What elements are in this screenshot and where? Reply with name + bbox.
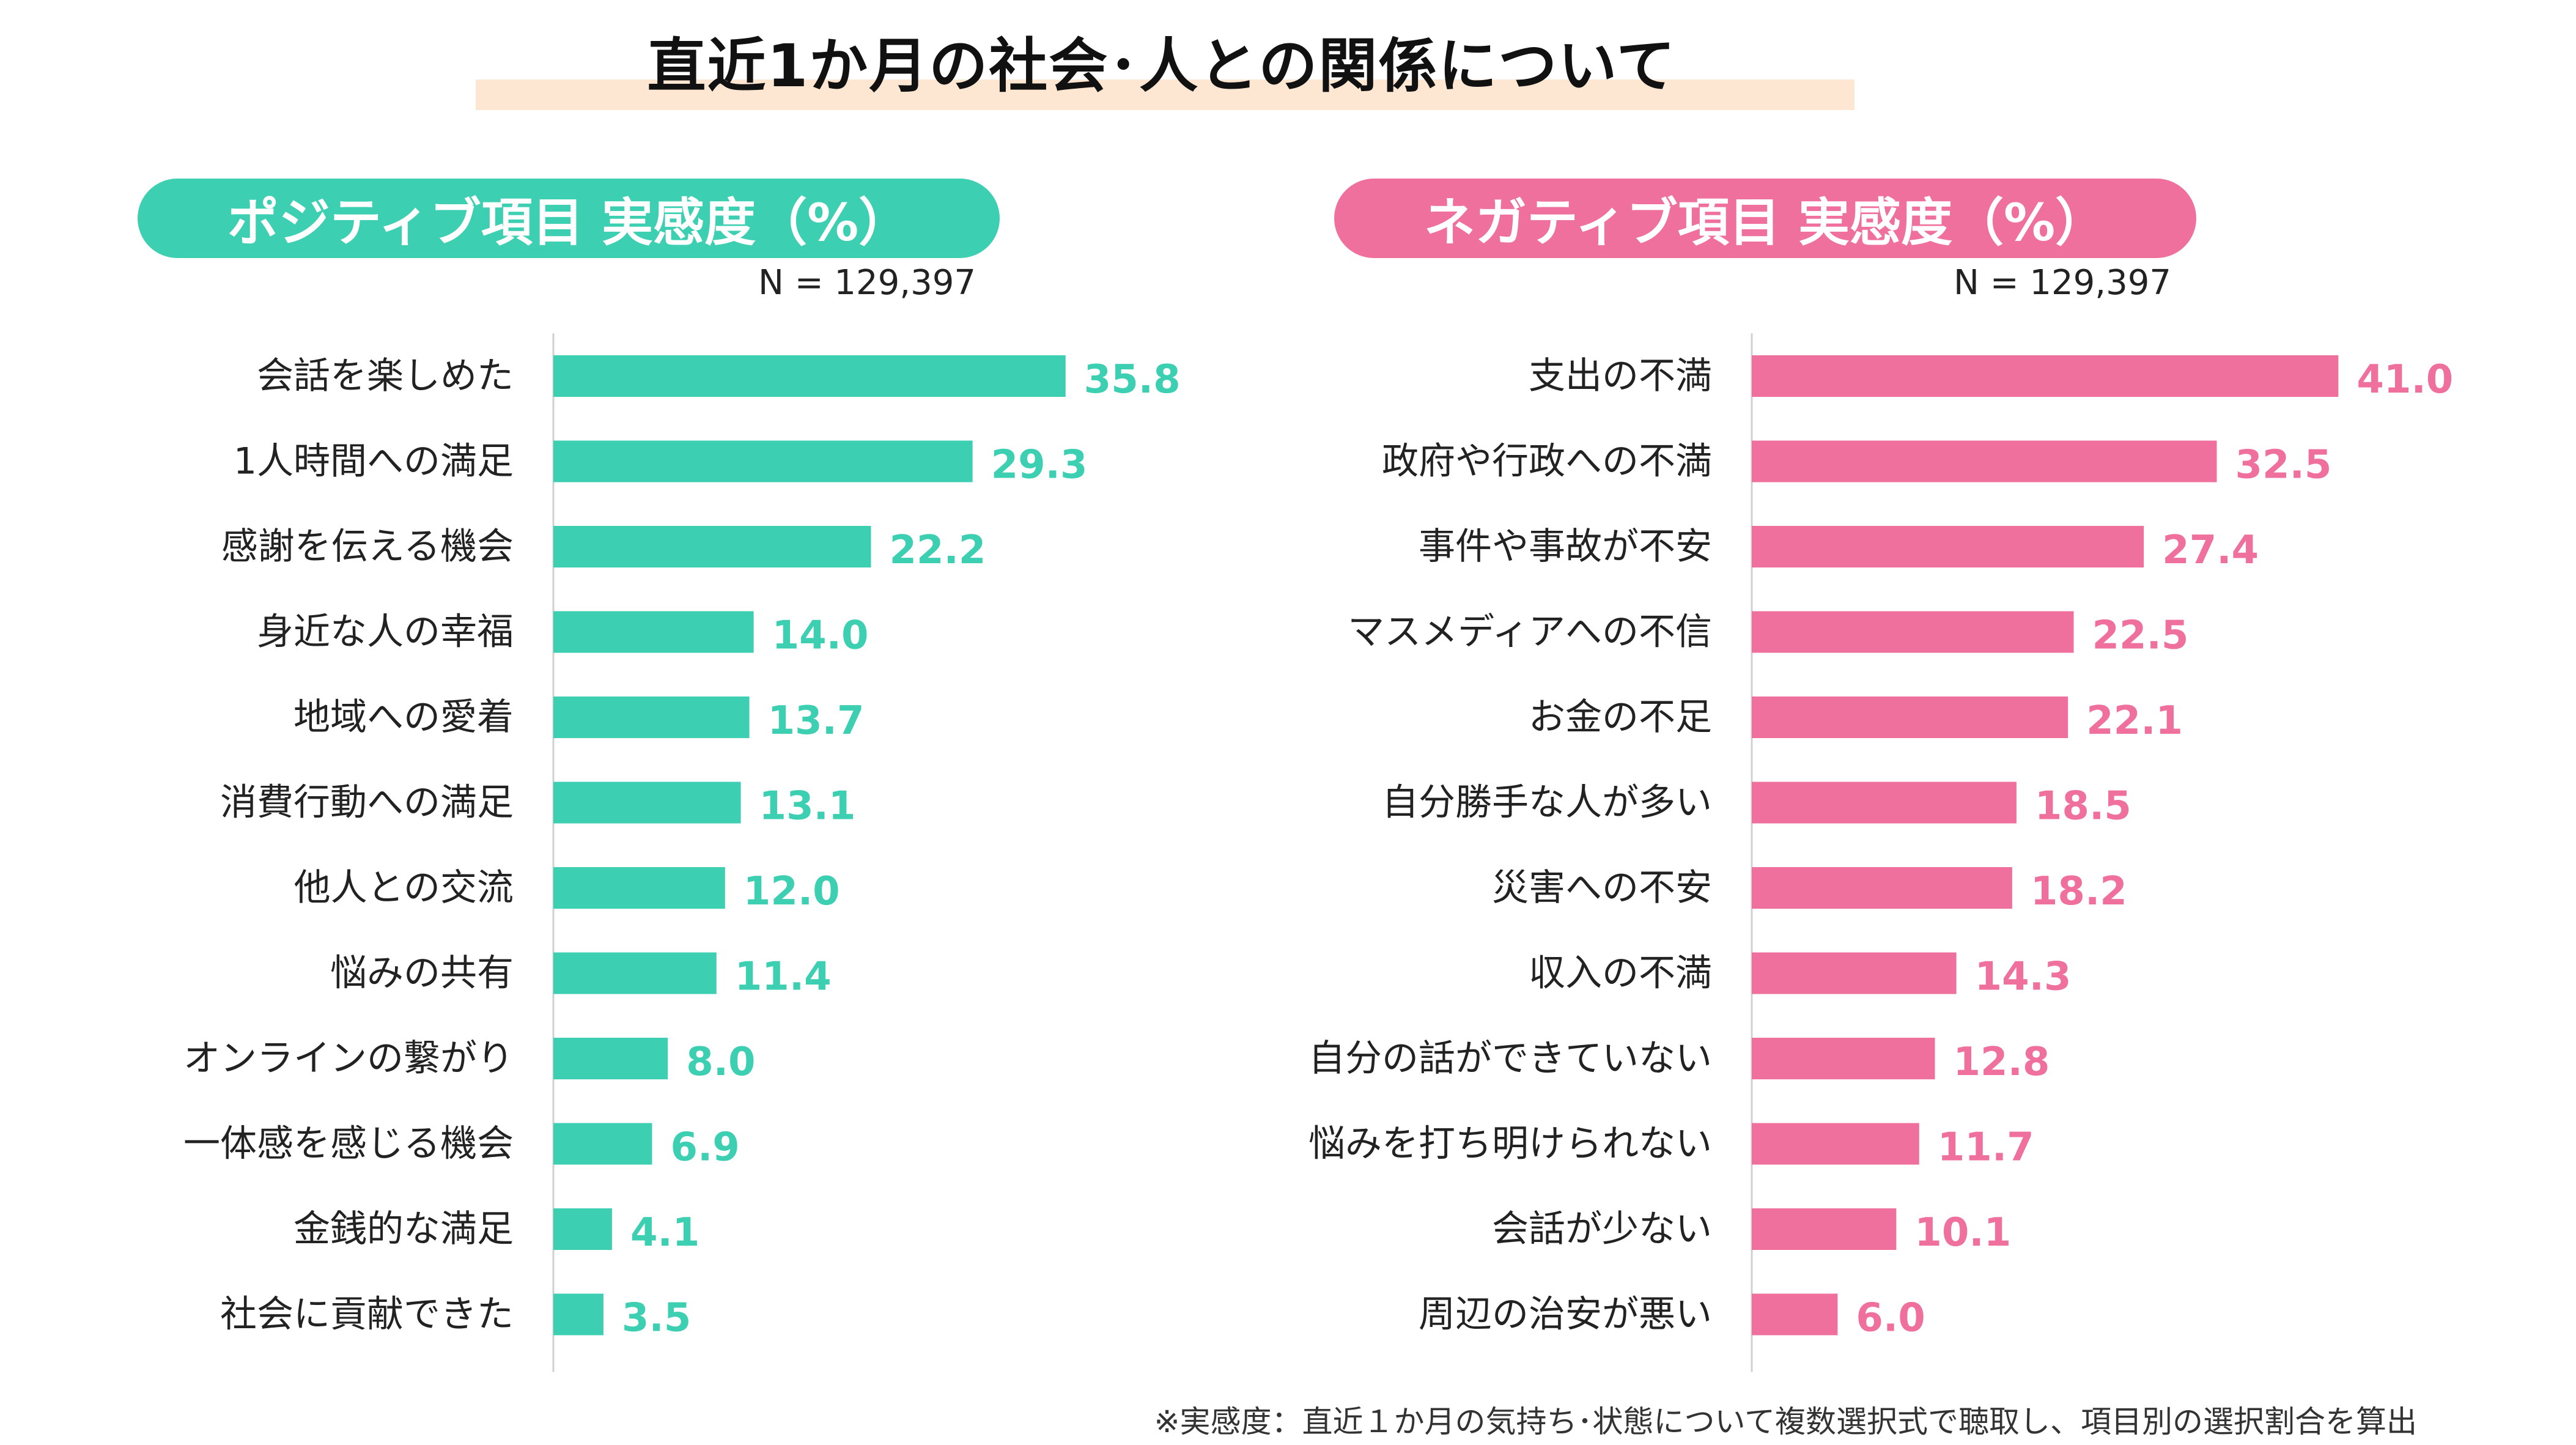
negative-category-label: 収入の不満 [1529, 952, 1712, 995]
positive-value-label: 6.9 [670, 1125, 739, 1170]
positive-bar [553, 1123, 652, 1165]
negative-value-label: 12.8 [1954, 1040, 2050, 1085]
positive-category-label: 一体感を感じる機会 [183, 1123, 514, 1166]
negative-category-label: 自分勝手な人が多い [1382, 782, 1712, 824]
positive-bar [553, 526, 871, 567]
positive-value-label: 8.0 [686, 1040, 755, 1085]
negative-value-label: 14.3 [1975, 955, 2072, 1000]
negative-value-label: 32.5 [2235, 443, 2332, 488]
positive-category-label: 会話を楽しめた [257, 355, 514, 397]
negative-category-label: 悩みを打ち明けられない [1308, 1123, 1712, 1166]
negative-bar [1752, 697, 2069, 738]
negative-bar [1752, 1293, 1838, 1336]
negative-category-label: 自分の話ができていない [1308, 1037, 1712, 1080]
positive-chart-header: ポジティブ項目 実感度（%） [138, 179, 1000, 258]
negative-category-label: 政府や行政への不満 [1382, 440, 1712, 483]
negative-category-label: マスメディアへの不信 [1348, 611, 1712, 654]
negative-bar [1752, 526, 2144, 567]
negative-bar [1752, 440, 2217, 482]
positive-bar [553, 1038, 668, 1079]
negative-bar [1752, 1038, 1935, 1079]
negative-category-label: 周辺の治安が悪い [1419, 1293, 1712, 1336]
positive-bar [553, 782, 741, 824]
negative-bar [1752, 782, 2017, 824]
positive-category-label: 悩みの共有 [330, 952, 514, 995]
positive-category-label: 身近な人の幸福 [257, 611, 514, 654]
negative-value-label: 18.2 [2031, 869, 2127, 914]
positive-category-label: 他人との交流 [294, 867, 514, 909]
negative-value-label: 22.5 [2092, 613, 2189, 659]
title-highlight-band [476, 79, 1854, 110]
positive-category-label: 1人時間への満足 [234, 440, 514, 483]
footnote: ※実感度：直近１か月の気持ち･状態について複数選択式で聴取し、項目別の選択割合を… [1154, 1404, 2417, 1439]
positive-value-label: 29.3 [991, 443, 1088, 488]
positive-category-label: 地域への愛着 [293, 696, 514, 739]
negative-chart-header: ネガティブ項目 実感度（%） [1334, 179, 2196, 258]
negative-value-label: 18.5 [2035, 784, 2131, 829]
negative-value-label: 41.0 [2356, 357, 2453, 402]
negative-category-label: お金の不足 [1529, 696, 1712, 739]
positive-category-label: 金銭的な満足 [293, 1208, 514, 1251]
positive-value-label: 13.1 [759, 784, 856, 829]
negative-value-label: 27.4 [2162, 528, 2259, 573]
positive-category-label: オンラインの繋がり [183, 1037, 514, 1080]
positive-value-label: 35.8 [1084, 357, 1181, 402]
positive-value-label: 22.2 [889, 528, 986, 573]
negative-value-label: 22.1 [2086, 698, 2183, 744]
positive-sample-size: N = 129,397 [758, 263, 976, 303]
negative-category-label: 事件や事故が不安 [1419, 525, 1712, 568]
negative-category-label: 支出の不満 [1529, 355, 1712, 397]
negative-bar [1752, 867, 2012, 909]
positive-value-label: 11.4 [735, 955, 832, 1000]
positive-value-label: 14.0 [772, 613, 869, 659]
positive-bar [553, 1208, 612, 1250]
positive-bar [553, 697, 750, 738]
positive-value-label: 12.0 [744, 869, 840, 914]
positive-category-label: 感謝を伝える機会 [221, 525, 514, 568]
negative-bar [1752, 355, 2339, 397]
negative-bar [1752, 1123, 1919, 1165]
negative-value-label: 6.0 [1856, 1296, 1925, 1341]
negative-bar [1752, 1208, 1897, 1250]
positive-value-label: 3.5 [622, 1296, 691, 1341]
negative-sample-size: N = 129,397 [1954, 263, 2171, 303]
negative-value-label: 11.7 [1938, 1125, 2034, 1170]
negative-value-label: 10.1 [1914, 1210, 2011, 1255]
positive-bar [553, 440, 973, 482]
positive-category-label: 社会に貢献できた [220, 1293, 514, 1336]
positive-bar [553, 1293, 603, 1336]
negative-bar [1752, 952, 1957, 994]
positive-bar [553, 867, 725, 909]
negative-bar [1752, 611, 2074, 653]
negative-category-label: 災害への不安 [1492, 867, 1712, 909]
page-title: 直近1か月の社会･人との関係について [647, 32, 1677, 100]
negative-category-label: 会話が少ない [1492, 1208, 1712, 1251]
positive-bar [553, 355, 1066, 397]
positive-value-label: 13.7 [768, 698, 865, 744]
positive-bar [553, 611, 754, 653]
positive-bar [553, 952, 717, 994]
positive-value-label: 4.1 [630, 1210, 699, 1255]
positive-category-label: 消費行動への満足 [220, 782, 514, 824]
